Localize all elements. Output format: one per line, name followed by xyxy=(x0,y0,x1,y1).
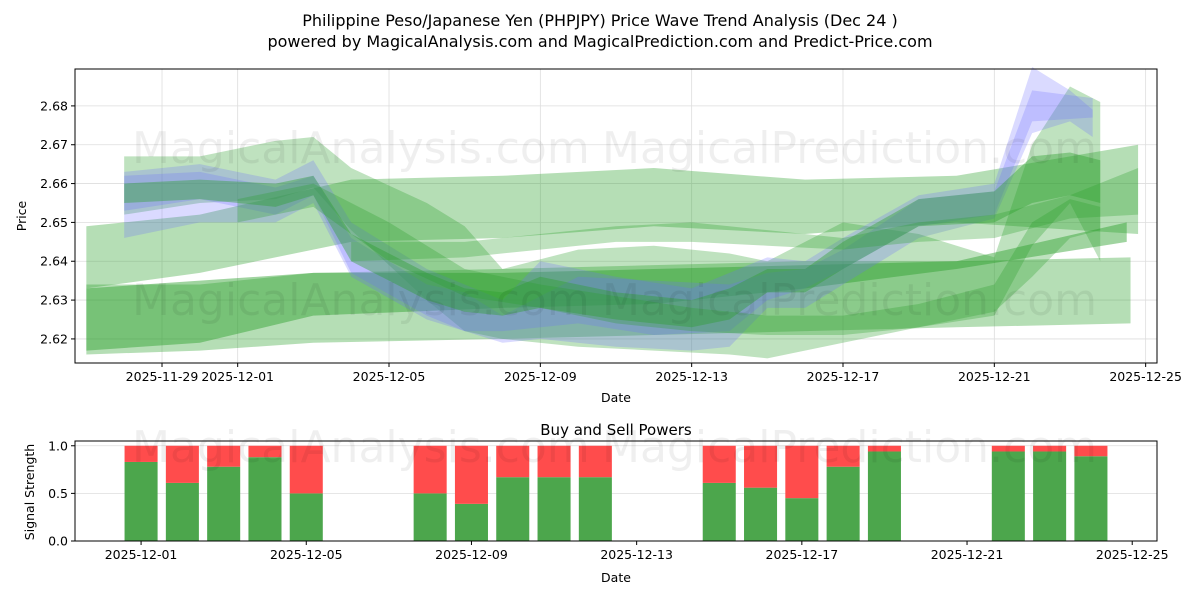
signal-axes-frame xyxy=(74,440,1158,542)
watermark: MagicalPrediction.com xyxy=(602,422,1097,473)
wave-band-blue xyxy=(124,90,1093,336)
signal-panel: Buy and Sell Powers MagicalAnalysis.com … xyxy=(22,421,1169,585)
sell-bar xyxy=(702,445,736,483)
buy-bar xyxy=(785,498,819,541)
buy-bar xyxy=(289,493,323,541)
y-tick-label: 2.65 xyxy=(40,215,68,230)
x-tick-label: 2025-12-01 xyxy=(105,547,178,562)
y-tick-label: 1.0 xyxy=(48,438,68,453)
buy-bar xyxy=(165,482,199,541)
sell-bar xyxy=(1074,445,1108,457)
x-tick-label: 2025-12-09 xyxy=(504,369,577,384)
sell-bar xyxy=(496,445,530,478)
wave-band-green xyxy=(86,257,1131,355)
wave-band-green xyxy=(351,168,1139,262)
x-tick-label: 2025-12-05 xyxy=(353,369,426,384)
x-tick-label: 2025-12-17 xyxy=(766,547,839,562)
y-tick-label: 2.66 xyxy=(40,176,68,191)
buy-bar xyxy=(1033,451,1067,541)
buy-bar xyxy=(1074,456,1108,541)
sell-bar xyxy=(826,445,860,467)
buy-bar xyxy=(578,477,612,541)
y-tick-label: 0.5 xyxy=(48,486,68,501)
buy-bar xyxy=(826,466,860,541)
y-tick-label: 2.67 xyxy=(40,137,68,152)
x-tick-label: 2025-12-25 xyxy=(1109,369,1182,384)
y-tick-label: 2.62 xyxy=(40,331,68,346)
x-tick-label: 2025-12-25 xyxy=(1096,547,1169,562)
x-axis-label: Date xyxy=(601,570,631,585)
x-tick-label: 2025-12-13 xyxy=(655,369,728,384)
chart-title: Philippine Peso/Japanese Yen (PHPJPY) Pr… xyxy=(302,11,898,30)
y-tick-label: 2.63 xyxy=(40,293,68,308)
x-axis-label: Date xyxy=(601,390,631,405)
chart-subtitle: powered by MagicalAnalysis.com and Magic… xyxy=(267,32,932,51)
sell-bar xyxy=(867,445,901,452)
sell-bar xyxy=(744,445,778,488)
sell-bar xyxy=(289,445,323,494)
sell-bar xyxy=(248,445,282,458)
wave-band-green xyxy=(124,86,1101,359)
watermark: MagicalAnalysis.com xyxy=(132,275,590,326)
y-axis-label: Price xyxy=(14,200,29,231)
price-panel: MagicalAnalysis.com MagicalPrediction.co… xyxy=(14,67,1182,405)
buy-bar xyxy=(867,451,901,541)
y-axis-label: Signal Strength xyxy=(22,444,37,540)
watermark: MagicalPrediction.com xyxy=(602,123,1097,174)
sell-bar xyxy=(537,445,571,478)
signal-title: Buy and Sell Powers xyxy=(540,421,692,439)
watermark: MagicalAnalysis.com xyxy=(132,123,590,174)
buy-bar xyxy=(702,482,736,541)
sell-bar xyxy=(165,445,199,483)
buy-bar xyxy=(496,477,530,541)
x-tick-label: 2025-12-21 xyxy=(958,369,1031,384)
wave-band-green xyxy=(86,144,1139,289)
y-tick-label: 2.64 xyxy=(40,254,68,269)
wave-band-green xyxy=(124,152,1101,328)
sell-bar xyxy=(578,445,612,478)
buy-bar xyxy=(454,503,488,541)
buy-bar xyxy=(207,466,241,541)
wave-band-blue xyxy=(124,67,1093,351)
sell-bar xyxy=(991,445,1025,452)
x-tick-label: 2025-12-21 xyxy=(931,547,1004,562)
sell-bar xyxy=(454,445,488,504)
y-tick-label: 2.68 xyxy=(40,98,68,113)
sell-bar xyxy=(124,445,158,462)
x-tick-label: 2025-12-13 xyxy=(600,547,673,562)
x-tick-label: 2025-12-05 xyxy=(270,547,343,562)
watermark: MagicalPrediction.com xyxy=(602,275,1097,326)
buy-bar xyxy=(744,487,778,541)
buy-bar xyxy=(537,477,571,541)
wave-band-green xyxy=(86,222,1127,351)
buy-bar xyxy=(248,457,282,541)
buy-bar xyxy=(124,461,158,541)
price-axes-frame xyxy=(74,68,1158,364)
x-tick-label: 2025-11-29 xyxy=(126,369,199,384)
x-tick-label: 2025-12-17 xyxy=(807,369,880,384)
buy-bar xyxy=(413,493,447,541)
x-tick-label: 2025-12-09 xyxy=(435,547,508,562)
sell-bar xyxy=(1033,445,1067,452)
sell-bar xyxy=(413,445,447,494)
y-tick-label: 0.0 xyxy=(48,534,68,549)
watermark: MagicalAnalysis.com xyxy=(132,422,590,473)
buy-bar xyxy=(991,451,1025,541)
sell-bar xyxy=(785,445,819,499)
x-tick-label: 2025-12-01 xyxy=(201,369,274,384)
wave-band-green xyxy=(237,183,1101,336)
sell-bar xyxy=(207,445,241,467)
